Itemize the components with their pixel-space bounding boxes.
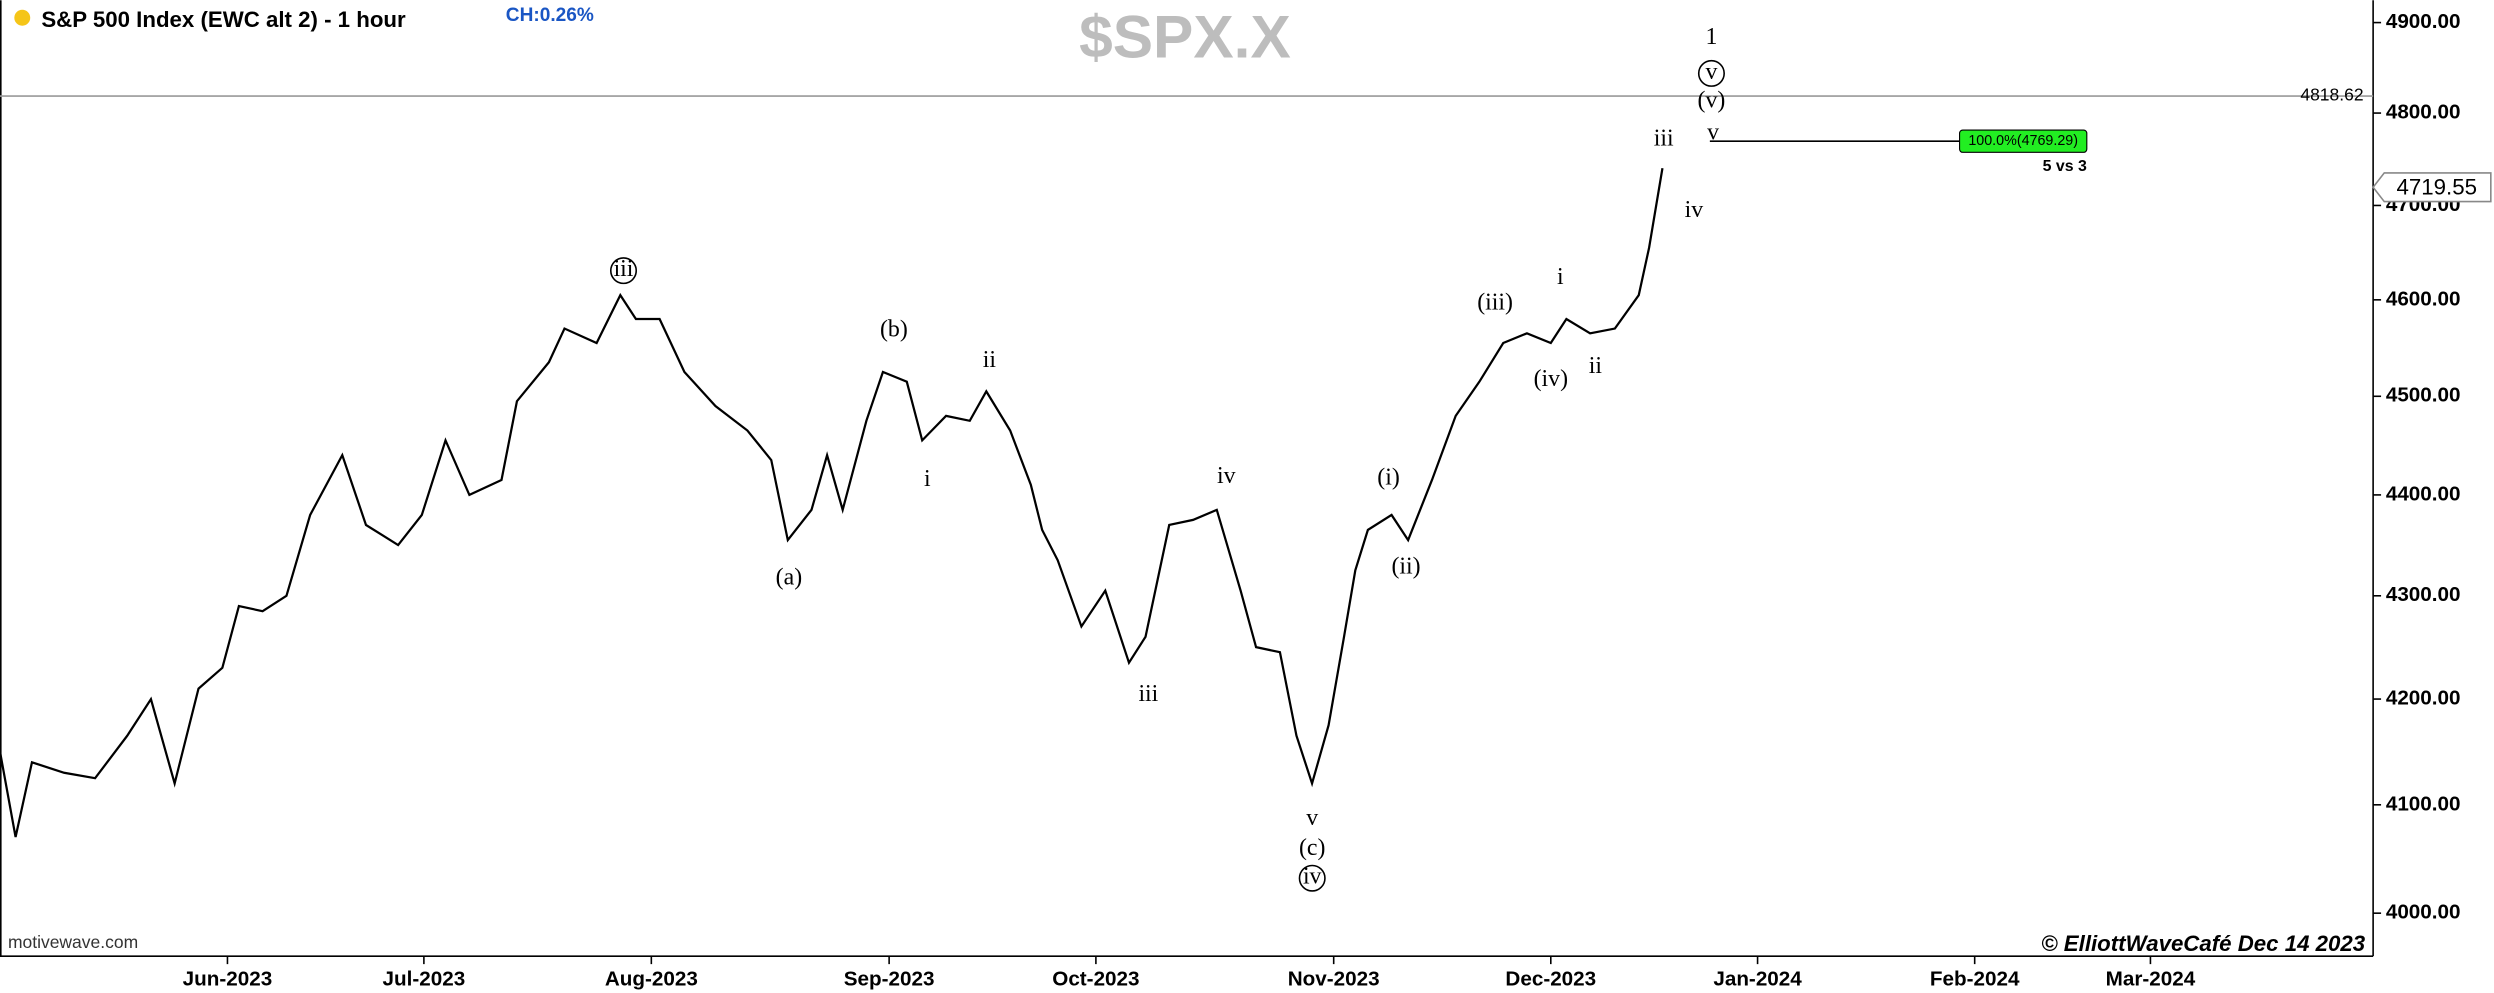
last-price: 4719.55 xyxy=(2397,175,2477,200)
wave-label: v xyxy=(1306,805,1318,831)
wave-label: i xyxy=(1557,264,1564,290)
wave-label: (b) xyxy=(880,317,908,343)
wave-label: v xyxy=(1705,59,1717,85)
wave-label: (ii) xyxy=(1391,554,1420,580)
target-note: 5 vs 3 xyxy=(2043,158,2087,175)
change: CH:0.26% xyxy=(506,5,594,26)
y-tick-label: 4300.00 xyxy=(2386,583,2461,606)
x-tick-label: Feb-2024 xyxy=(1930,967,2020,990)
y-tick-label: 4000.00 xyxy=(2386,901,2461,924)
reference-label: 4818.62 xyxy=(2300,85,2363,105)
y-tick-label: 4100.00 xyxy=(2386,792,2461,815)
chart-title: S&P 500 Index (EWC alt 2) - 1 hour xyxy=(41,7,406,32)
wave-label: iii xyxy=(1138,681,1158,707)
y-tick-label: 4200.00 xyxy=(2386,687,2461,710)
wave-circle xyxy=(1697,59,1725,87)
wave-label: iv xyxy=(1303,864,1322,890)
watermark: $SPX.X xyxy=(1079,3,1291,71)
x-tick-label: Nov-2023 xyxy=(1288,967,1380,990)
x-tick-label: Jun-2023 xyxy=(183,967,273,990)
price-line xyxy=(0,168,1664,838)
last-price-tag xyxy=(2372,172,2492,203)
y-tick-label: 4600.00 xyxy=(2386,287,2461,310)
y-tick-label: 4400.00 xyxy=(2386,482,2461,505)
wave-label: (iv) xyxy=(1534,366,1568,392)
x-tick-label: Aug-2023 xyxy=(605,967,698,990)
status-dot xyxy=(14,9,31,26)
wave-label: (v) xyxy=(1698,88,1726,114)
wave-label: i xyxy=(924,466,931,492)
wave-label: v xyxy=(1707,119,1719,145)
x-tick-label: Oct-2023 xyxy=(1052,967,1139,990)
x-tick-label: Mar-2024 xyxy=(2106,967,2196,990)
x-tick-label: Sep-2023 xyxy=(844,967,935,990)
x-tick-label: Dec-2023 xyxy=(1505,967,1596,990)
y-tick-label: 4500.00 xyxy=(2386,384,2461,407)
wave-label: ii xyxy=(983,347,997,373)
y-tick-label: 4900.00 xyxy=(2386,10,2461,33)
wave-label: (a) xyxy=(776,565,802,591)
wave-label: iii xyxy=(614,256,634,282)
wave-label: ii xyxy=(1589,353,1603,379)
x-tick-label: Jan-2024 xyxy=(1713,967,1802,990)
y-tick-label: 4800.00 xyxy=(2386,101,2461,124)
target-box xyxy=(1959,129,2088,153)
wave-circle xyxy=(609,257,638,285)
source: motivewave.com xyxy=(8,932,138,952)
target-label: 100.0%(4769.29) xyxy=(1968,133,2078,149)
wave-label: iv xyxy=(1217,463,1236,489)
wave-label: iii xyxy=(1654,126,1674,152)
wave-label: (i) xyxy=(1377,464,1400,490)
wave-label: 1 xyxy=(1705,24,1717,50)
wave-label: iv xyxy=(1685,197,1704,223)
credit: © ElliottWaveCafé Dec 14 2023 xyxy=(2041,931,2366,956)
wave-circle xyxy=(1298,864,1326,892)
x-tick-label: Jul-2023 xyxy=(383,967,466,990)
wave-label: (c) xyxy=(1299,835,1325,861)
wave-label: (iii) xyxy=(1477,290,1513,316)
